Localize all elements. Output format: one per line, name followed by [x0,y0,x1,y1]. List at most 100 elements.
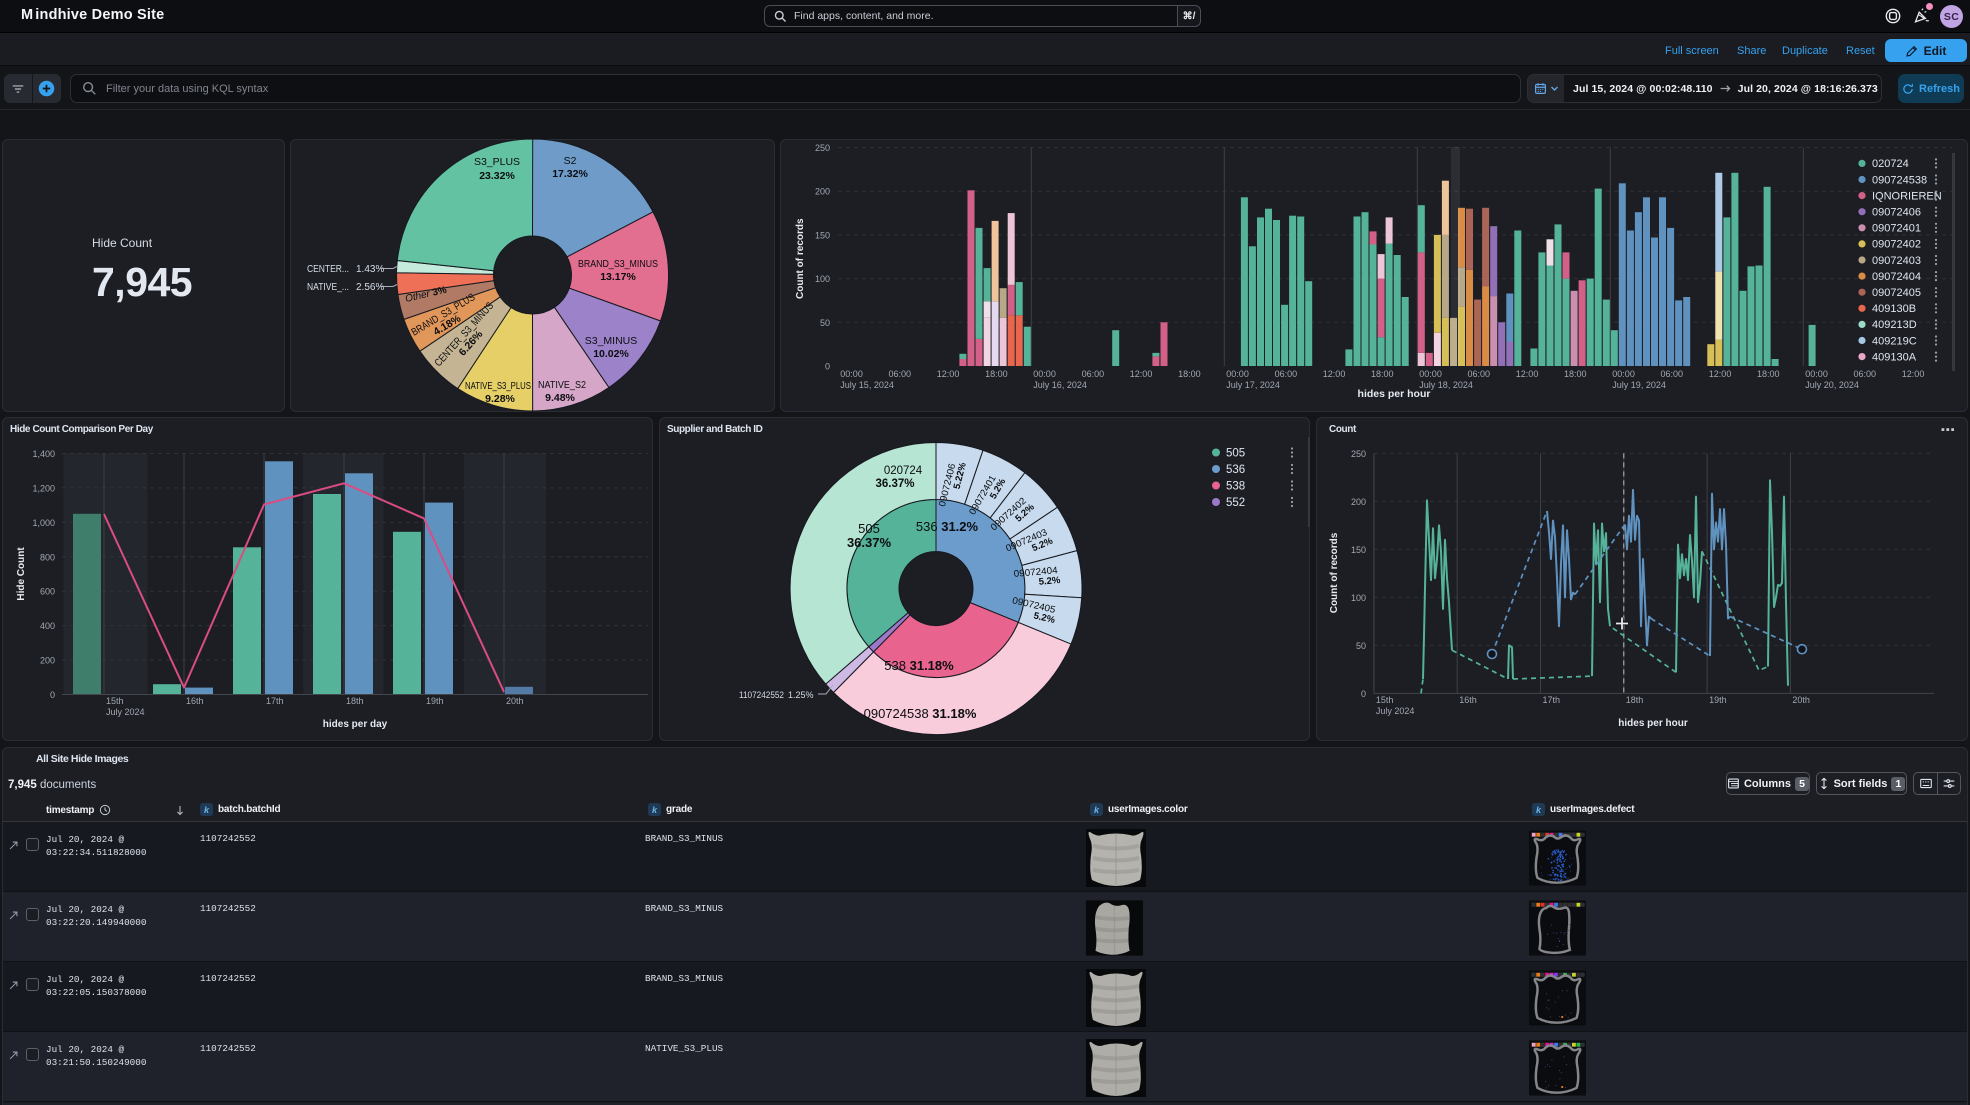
svg-text:16th: 16th [1459,695,1477,705]
svg-text:090724538 31.18%: 090724538 31.18% [864,706,977,721]
svg-text:July 2024: July 2024 [106,707,145,717]
svg-text:150: 150 [815,230,830,240]
svg-text:Hide Count: Hide Count [16,547,27,601]
svg-text:100: 100 [815,274,830,284]
svg-text:09072406: 09072406 [1872,207,1921,219]
svg-text:1.43%: 1.43% [356,264,384,275]
svg-text:12:00: 12:00 [1516,369,1539,379]
svg-text:17th: 17th [266,696,284,706]
svg-text:CENTER...: CENTER... [307,264,349,275]
svg-text:020724: 020724 [1872,158,1909,170]
svg-text:July 18, 2024: July 18, 2024 [1419,380,1473,390]
svg-text:06:00: 06:00 [1854,369,1877,379]
svg-text:9.28%: 9.28% [485,393,515,405]
svg-text:17.32%: 17.32% [552,168,588,180]
svg-text:S3_PLUS: S3_PLUS [474,156,520,168]
svg-text:09072404: 09072404 [1013,565,1058,580]
svg-text:00:00: 00:00 [1033,369,1056,379]
svg-text:18:00: 18:00 [1371,369,1394,379]
svg-text:S2: S2 [564,155,577,167]
svg-text:19th: 19th [426,696,444,706]
svg-text:July 19, 2024: July 19, 2024 [1612,380,1666,390]
svg-text:July 16, 2024: July 16, 2024 [1033,380,1087,390]
svg-text:505: 505 [1226,448,1245,460]
svg-text:hides per hour: hides per hour [1358,388,1431,400]
svg-text:09072401: 09072401 [1872,223,1921,235]
svg-text:12:00: 12:00 [1130,369,1153,379]
svg-text:0: 0 [1361,689,1366,699]
svg-text:July 15, 2024: July 15, 2024 [840,380,894,390]
svg-text:BRAND_S3_MINUS: BRAND_S3_MINUS [578,258,658,270]
svg-text:36.37%: 36.37% [847,535,892,550]
svg-text:200: 200 [40,656,55,666]
svg-text:536 31.2%: 536 31.2% [916,519,979,534]
svg-text:2.56%: 2.56% [356,282,384,293]
svg-text:400: 400 [40,621,55,631]
svg-text:9.48%: 9.48% [545,392,575,404]
svg-text:Count of records: Count of records [1329,532,1340,613]
svg-text:July 2024: July 2024 [1376,706,1415,716]
svg-text:0: 0 [50,690,55,700]
svg-text:36.37%: 36.37% [875,478,914,490]
svg-text:1,000: 1,000 [32,518,55,528]
svg-text:50: 50 [820,318,830,328]
svg-text:5.2%: 5.2% [1038,575,1061,588]
svg-text:09072404: 09072404 [1872,271,1921,283]
svg-text:00:00: 00:00 [1805,369,1828,379]
svg-text:18:00: 18:00 [1178,369,1201,379]
svg-text:409130B: 409130B [1872,303,1916,315]
svg-text:S3_MINUS: S3_MINUS [585,335,638,347]
svg-text:12:00: 12:00 [1709,369,1732,379]
svg-text:800: 800 [40,552,55,562]
svg-text:09072405: 09072405 [1872,287,1921,299]
svg-text:1.25%: 1.25% [788,690,814,700]
svg-text:538: 538 [1226,481,1245,493]
svg-text:18:00: 18:00 [985,369,1008,379]
svg-text:NATIVE_S2: NATIVE_S2 [538,379,586,391]
svg-text:12:00: 12:00 [937,369,960,379]
svg-text:NATIVE_S3_PLUS: NATIVE_S3_PLUS [465,380,531,392]
svg-text:150: 150 [1351,545,1366,555]
svg-text:NATIVE_...: NATIVE_... [307,282,349,293]
svg-text:06:00: 06:00 [1468,369,1491,379]
svg-text:5.2%: 5.2% [1032,610,1056,626]
svg-text:00:00: 00:00 [1419,369,1442,379]
svg-text:18th: 18th [1626,695,1644,705]
svg-text:50: 50 [1356,641,1366,651]
svg-text:409213D: 409213D [1872,319,1917,331]
svg-text:18:00: 18:00 [1564,369,1587,379]
svg-text:Count of records: Count of records [795,218,806,299]
svg-text:15th: 15th [106,696,124,706]
svg-text:538 31.18%: 538 31.18% [884,658,954,673]
svg-text:200: 200 [815,187,830,197]
svg-text:16th: 16th [186,696,204,706]
svg-text:12:00: 12:00 [1902,369,1925,379]
svg-text:20th: 20th [506,696,524,706]
svg-text:100: 100 [1351,593,1366,603]
svg-text:1107242552: 1107242552 [739,690,784,700]
svg-text:July 20, 2024: July 20, 2024 [1805,380,1859,390]
svg-text:409219C: 409219C [1872,335,1917,347]
svg-text:020724: 020724 [884,465,923,477]
svg-text:090724538: 090724538 [1872,174,1927,186]
svg-text:200: 200 [1351,497,1366,507]
svg-text:06:00: 06:00 [1661,369,1684,379]
svg-text:13.17%: 13.17% [600,271,636,283]
svg-text:15th: 15th [1376,695,1394,705]
svg-text:06:00: 06:00 [1275,369,1298,379]
svg-text:06:00: 06:00 [1082,369,1105,379]
svg-text:IQNORIEREN: IQNORIEREN [1872,190,1942,202]
svg-text:23.32%: 23.32% [479,170,515,182]
svg-text:06:00: 06:00 [889,369,912,379]
svg-text:17th: 17th [1543,695,1561,705]
svg-text:10.02%: 10.02% [593,348,629,360]
svg-text:20th: 20th [1792,695,1810,705]
svg-text:1,400: 1,400 [32,449,55,459]
svg-text:409130A: 409130A [1872,351,1917,363]
svg-text:600: 600 [40,587,55,597]
svg-text:hides per hour: hides per hour [1618,718,1688,729]
svg-text:00:00: 00:00 [1226,369,1249,379]
svg-text:09072403: 09072403 [1872,255,1921,267]
svg-text:552: 552 [1226,497,1245,509]
svg-text:250: 250 [1351,449,1366,459]
